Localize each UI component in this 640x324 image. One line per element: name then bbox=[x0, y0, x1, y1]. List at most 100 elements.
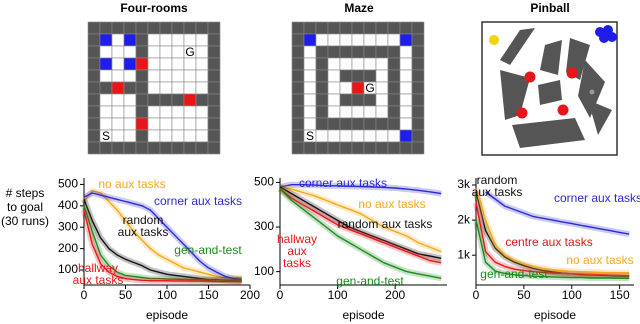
grid-cell bbox=[195, 33, 209, 47]
grid-cell bbox=[195, 93, 209, 107]
grid-cell bbox=[315, 21, 329, 35]
grid-cell bbox=[183, 57, 197, 71]
x-tick-label: 0 bbox=[277, 288, 284, 302]
grid-cell bbox=[399, 93, 413, 107]
grid-cell bbox=[135, 117, 149, 131]
grid-cell bbox=[87, 105, 101, 119]
grid-cell bbox=[291, 105, 305, 119]
series-label: gen-and-test bbox=[480, 267, 548, 281]
grid-cell bbox=[375, 117, 389, 131]
grid-cell bbox=[339, 33, 353, 47]
y-tick-label: 3k bbox=[457, 177, 471, 191]
grid-cell bbox=[387, 21, 401, 35]
grid-cell bbox=[399, 33, 413, 47]
grid-cell bbox=[135, 33, 149, 47]
grid-cell bbox=[195, 129, 209, 143]
series-label: gen-and-test bbox=[336, 274, 404, 288]
grid-cell bbox=[171, 93, 185, 107]
grid-cell bbox=[351, 57, 365, 71]
grid-cell bbox=[99, 93, 113, 107]
grid-cell bbox=[135, 141, 149, 155]
grid-cell bbox=[339, 69, 353, 83]
grid-cell bbox=[399, 21, 413, 35]
grid-cell bbox=[387, 57, 401, 71]
grid-cell bbox=[147, 129, 161, 143]
grid-cell bbox=[363, 117, 377, 131]
grid-cell bbox=[123, 21, 137, 35]
grid-cell bbox=[111, 141, 125, 155]
y-tick-label: 500 bbox=[58, 177, 78, 191]
grid-cell bbox=[123, 57, 137, 71]
grid-cell bbox=[183, 21, 197, 35]
grid-cell bbox=[99, 141, 113, 155]
grid-cell bbox=[351, 45, 365, 59]
grid-cell bbox=[123, 69, 137, 83]
grid-cell bbox=[159, 57, 173, 71]
grid-cell bbox=[111, 81, 125, 95]
grid-cell bbox=[387, 141, 401, 155]
grid-cell bbox=[195, 69, 209, 83]
grid-cell bbox=[315, 93, 329, 107]
grid-cell bbox=[111, 21, 125, 35]
x-tick-label: 50 bbox=[517, 288, 531, 302]
grid-cell bbox=[291, 57, 305, 71]
grid-cell bbox=[123, 129, 137, 143]
grid-cell bbox=[375, 69, 389, 83]
grid-cell bbox=[147, 81, 161, 95]
grid-cell bbox=[171, 21, 185, 35]
grid-cell bbox=[399, 141, 413, 155]
grid-cell bbox=[339, 21, 353, 35]
grid-cell bbox=[207, 105, 221, 119]
grid-cell bbox=[327, 33, 341, 47]
grid-cell bbox=[375, 93, 389, 107]
grid-cell bbox=[303, 93, 317, 107]
grid-cell bbox=[291, 21, 305, 35]
grid-cell bbox=[207, 93, 221, 107]
grid-cell bbox=[147, 45, 161, 59]
grid-cell bbox=[375, 21, 389, 35]
grid-cell bbox=[87, 33, 101, 47]
grid-cell bbox=[159, 33, 173, 47]
grid-cell bbox=[135, 129, 149, 143]
grid-cell bbox=[351, 93, 365, 107]
y-tick-label: 1k bbox=[457, 247, 471, 261]
grid-cell bbox=[315, 117, 329, 131]
grid-cell bbox=[171, 117, 185, 131]
series-label: random aux tasks bbox=[117, 213, 169, 239]
grid-cell bbox=[159, 93, 173, 107]
grid-cell bbox=[339, 57, 353, 71]
grid-cell bbox=[159, 69, 173, 83]
grid-cell bbox=[135, 21, 149, 35]
grid-cell bbox=[363, 129, 377, 143]
grid-cell bbox=[171, 33, 185, 47]
grid-cell bbox=[291, 93, 305, 107]
y-tick-label: 2k bbox=[457, 212, 471, 226]
grid-cell bbox=[399, 129, 413, 143]
grid-cell bbox=[351, 105, 365, 119]
grid-cell bbox=[111, 57, 125, 71]
grid-cell bbox=[87, 93, 101, 107]
series-line bbox=[475, 219, 630, 279]
grid-cell bbox=[327, 117, 341, 131]
grid-cell bbox=[375, 33, 389, 47]
start-label: S bbox=[306, 129, 314, 143]
series-line bbox=[83, 192, 242, 281]
grid-cell bbox=[159, 129, 173, 143]
y-tick-label: 500 bbox=[254, 175, 274, 189]
grid-cell bbox=[411, 105, 425, 119]
grid-cell bbox=[183, 93, 197, 107]
grid-cell bbox=[399, 69, 413, 83]
grid-cell bbox=[291, 45, 305, 59]
grid-cell bbox=[123, 93, 137, 107]
grid-cell bbox=[159, 81, 173, 95]
grid-cell bbox=[375, 45, 389, 59]
x-tick-label: 200 bbox=[240, 288, 260, 302]
grid-cell bbox=[87, 141, 101, 155]
grid-cell bbox=[171, 105, 185, 119]
grid-cell bbox=[339, 129, 353, 143]
grid-cell bbox=[183, 117, 197, 131]
y-tick-label: 200 bbox=[58, 241, 78, 255]
grid-cell bbox=[111, 105, 125, 119]
grid-cell bbox=[195, 141, 209, 155]
